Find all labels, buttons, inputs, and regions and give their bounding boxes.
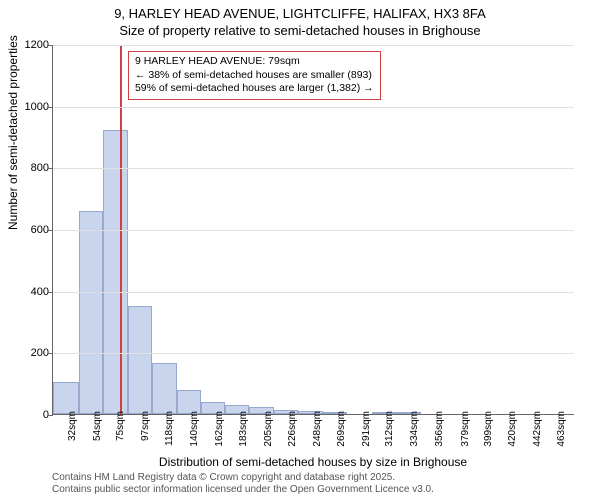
y-tick-label: 1200 (13, 39, 49, 51)
x-tick-label: 356sqm (434, 411, 445, 447)
y-tick-mark (48, 230, 53, 231)
grid-line (53, 45, 574, 46)
y-tick-mark (48, 168, 53, 169)
x-tick-label: 32sqm (67, 411, 78, 441)
x-tick-label: 442sqm (532, 411, 543, 447)
y-tick-mark (48, 353, 53, 354)
y-tick-label: 0 (13, 409, 49, 421)
grid-line (53, 292, 574, 293)
x-tick-label: 248sqm (312, 411, 323, 447)
x-tick-label: 97sqm (140, 411, 151, 441)
attribution-line-2: Contains public sector information licen… (52, 484, 434, 496)
x-tick-label: 118sqm (164, 411, 175, 446)
y-tick-mark (48, 415, 53, 416)
attribution-line-1: Contains HM Land Registry data © Crown c… (52, 472, 434, 484)
chart-title: 9, HARLEY HEAD AVENUE, LIGHTCLIFFE, HALI… (0, 0, 600, 40)
x-tick-label: 75sqm (115, 411, 126, 441)
y-tick-label: 400 (13, 286, 49, 298)
title-line-1: 9, HARLEY HEAD AVENUE, LIGHTCLIFFE, HALI… (0, 6, 600, 23)
attribution-block: Contains HM Land Registry data © Crown c… (52, 472, 434, 496)
histogram-bar (152, 363, 177, 414)
histogram-bar (79, 211, 103, 415)
y-tick-label: 200 (13, 347, 49, 359)
y-tick-label: 1000 (13, 101, 49, 113)
x-tick-label: 379sqm (460, 411, 471, 447)
x-tick-label: 269sqm (336, 411, 347, 447)
histogram-bar (103, 130, 128, 414)
annotation-line-3: 59% of semi-detached houses are larger (… (135, 82, 374, 96)
x-tick-label: 205sqm (263, 411, 274, 447)
x-tick-label: 183sqm (238, 411, 249, 447)
x-tick-label: 226sqm (287, 411, 298, 447)
x-tick-label: 399sqm (483, 411, 494, 447)
x-axis-label: Distribution of semi-detached houses by … (52, 455, 574, 469)
x-tick-label: 162sqm (214, 411, 225, 447)
grid-line (53, 353, 574, 354)
grid-line (53, 168, 574, 169)
y-tick-mark (48, 107, 53, 108)
annotation-line-2: ← 38% of semi-detached houses are smalle… (135, 69, 374, 83)
x-tick-label: 463sqm (556, 411, 567, 447)
x-tick-label: 420sqm (507, 411, 518, 447)
grid-line (53, 230, 574, 231)
annotation-line-1: 9 HARLEY HEAD AVENUE: 79sqm (135, 55, 374, 69)
y-tick-label: 600 (13, 224, 49, 236)
x-tick-label: 312sqm (384, 411, 395, 447)
y-tick-label: 800 (13, 162, 49, 174)
x-tick-label: 291sqm (361, 411, 372, 447)
x-tick-label: 140sqm (189, 411, 200, 447)
x-tick-label: 334sqm (409, 411, 420, 447)
y-axis-label: Number of semi-detached properties (6, 35, 20, 230)
annotation-box: 9 HARLEY HEAD AVENUE: 79sqm ← 38% of sem… (128, 51, 381, 100)
grid-line (53, 107, 574, 108)
histogram-bar (128, 306, 152, 414)
x-tick-label: 54sqm (92, 411, 103, 441)
histogram-bar (53, 382, 79, 414)
y-tick-mark (48, 45, 53, 46)
y-tick-mark (48, 292, 53, 293)
chart-plot-area: 9 HARLEY HEAD AVENUE: 79sqm ← 38% of sem… (52, 45, 574, 415)
title-line-2: Size of property relative to semi-detach… (0, 23, 600, 40)
